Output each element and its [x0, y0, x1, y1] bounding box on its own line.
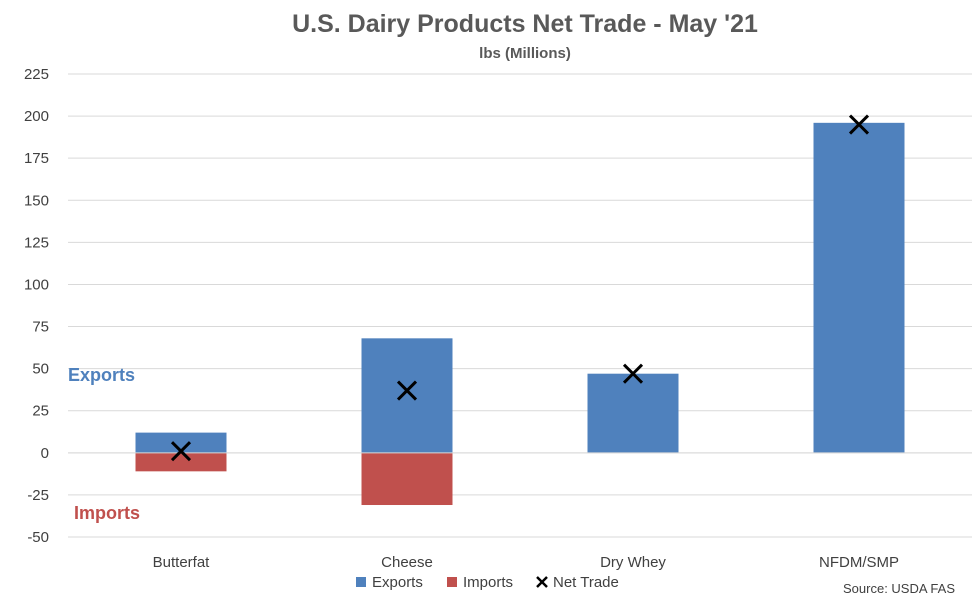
legend-label: Net Trade [553, 574, 619, 591]
y-tick-label: 50 [32, 361, 49, 378]
y-tick-label: 150 [24, 192, 49, 209]
bar-exports [135, 432, 227, 453]
legend-item-exports: Exports [356, 574, 423, 591]
net-trade-marker [170, 441, 192, 462]
legend-marker [536, 576, 548, 588]
bar-exports [587, 373, 679, 453]
y-tick-label: -50 [27, 529, 49, 546]
bar-exports [813, 122, 905, 453]
y-tick-label: 200 [24, 108, 49, 125]
x-category-label: Cheese [381, 554, 433, 571]
source-note: Source: USDA FAS [843, 581, 955, 596]
y-tick-label: 100 [24, 276, 49, 293]
bar-exports [361, 338, 453, 453]
legend-item-net-trade: Net Trade [536, 574, 619, 591]
legend-label: Imports [463, 574, 513, 591]
y-tick-label: 75 [32, 319, 49, 336]
bars [68, 122, 972, 506]
chart-title: U.S. Dairy Products Net Trade - May '21 [292, 10, 758, 38]
y-tick-label: 25 [32, 403, 49, 420]
net-trade-marker [848, 114, 870, 135]
y-tick-label: 125 [24, 234, 49, 251]
net-trade-marker [622, 363, 644, 384]
x-category-label: Dry Whey [600, 554, 666, 571]
legend: Exports Imports Net Trade [356, 574, 619, 591]
legend-label: Exports [372, 574, 423, 591]
y-axis-tick-labels: -50 -25 0 25 50 75 100 125 150 175 200 225 [24, 66, 49, 546]
exports-annotation: Exports [68, 365, 135, 385]
imports-annotation: Imports [74, 503, 140, 523]
net-trade-marker [396, 380, 418, 401]
net-trade-markers [170, 114, 870, 462]
y-tick-label: 175 [24, 150, 49, 167]
legend-swatch [447, 577, 457, 587]
chart-subtitle: lbs (Millions) [479, 45, 571, 62]
legend-swatch [356, 577, 366, 587]
y-tick-label: -25 [27, 487, 49, 504]
bar-imports [135, 452, 227, 472]
legend-item-imports: Imports [447, 574, 513, 591]
x-category-label: Butterfat [153, 554, 211, 571]
x-category-label: NFDM/SMP [819, 554, 899, 571]
bar-imports [361, 452, 453, 506]
y-tick-label: 225 [24, 66, 49, 83]
x-axis-category-labels: Butterfat Cheese Dry Whey NFDM/SMP [153, 554, 899, 571]
y-tick-label: 0 [41, 445, 49, 462]
